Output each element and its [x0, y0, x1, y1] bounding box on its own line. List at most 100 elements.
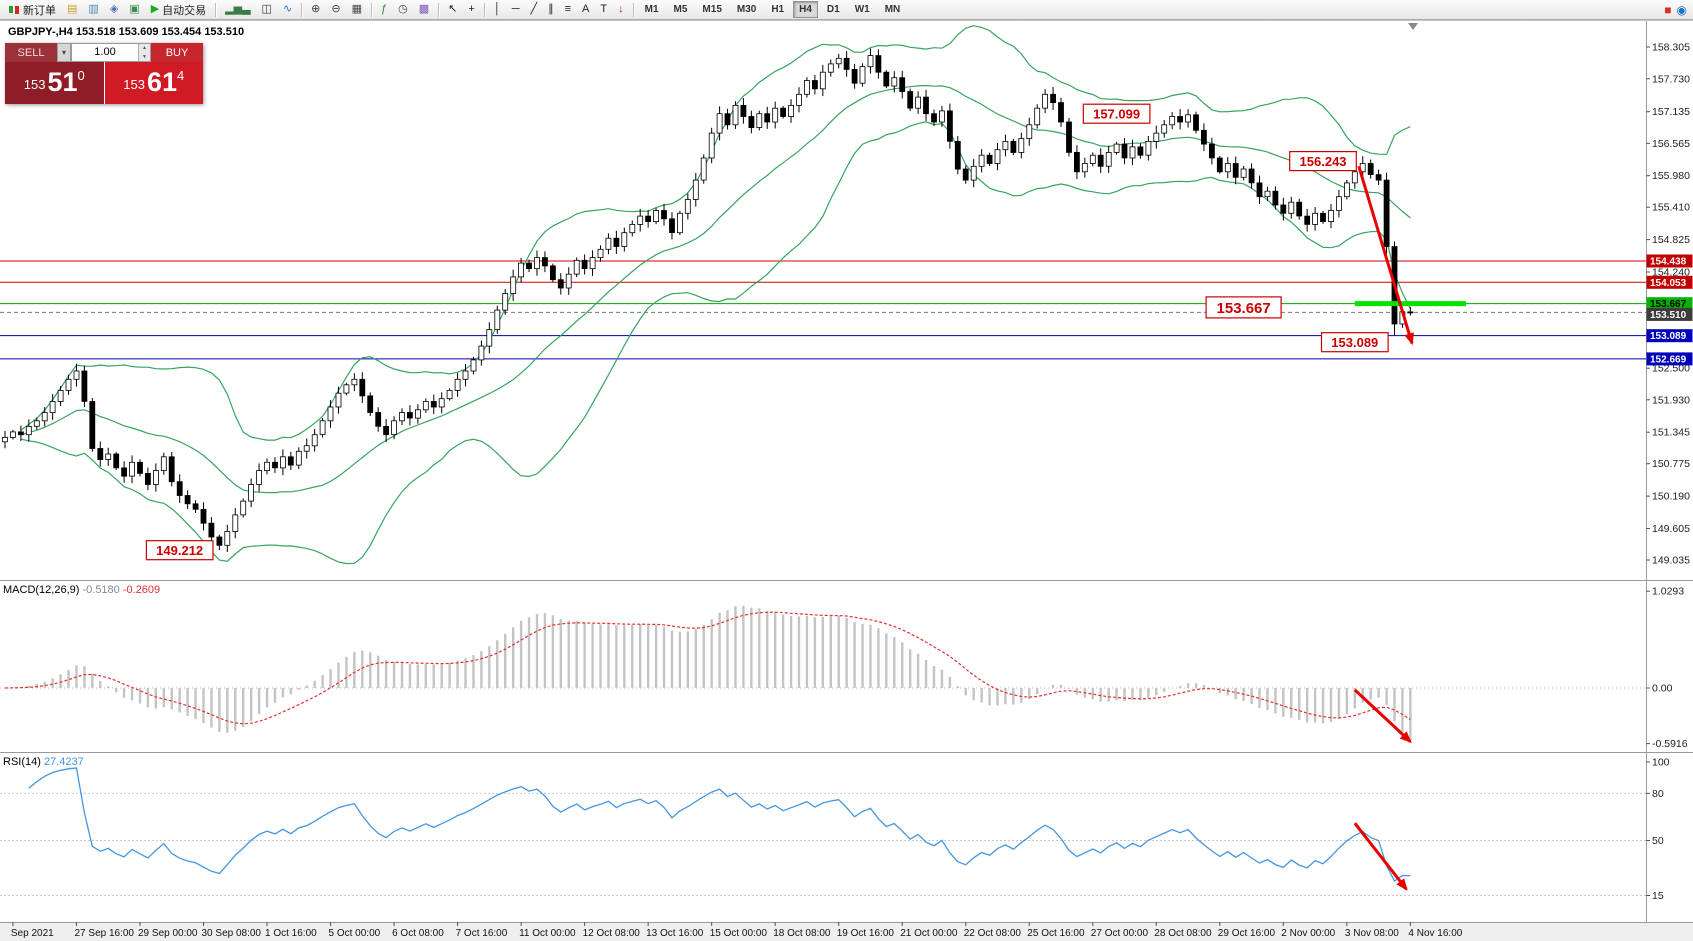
svg-text:149.035: 149.035 [1652, 555, 1690, 567]
buy-price-button[interactable]: 153 61 4 [104, 62, 203, 104]
svg-text:27 Oct 00:00: 27 Oct 00:00 [1091, 928, 1149, 939]
tile-windows-icon: ▦ [351, 3, 363, 15]
chart-background [0, 20, 1693, 941]
timeframe-button-d1[interactable]: D1 [826, 4, 840, 15]
sell-button[interactable]: SELL [5, 43, 57, 62]
price-annotation-text: 156.243 [1300, 154, 1347, 169]
rsi-line [28, 767, 1411, 882]
timeframe-button-m1[interactable]: M1 [644, 4, 659, 15]
zoom-in-icon: ⊕ [311, 3, 321, 15]
market-watch-button[interactable]: ▤ [62, 0, 82, 19]
svg-text:29 Sep 00:00: 29 Sep 00:00 [138, 928, 198, 939]
zoom-in-button[interactable]: ⊕ [306, 0, 325, 19]
trend-arrow-rsi[interactable] [1353, 822, 1408, 891]
crosshair-icon: + [468, 3, 475, 15]
navigator-button[interactable]: ◈ [105, 0, 123, 19]
price-axis[interactable]: 158.305 157.730 157.135 156.565 155.980 155.4… [1646, 42, 1693, 903]
svg-text:80: 80 [1652, 788, 1664, 800]
svg-text:15: 15 [1652, 890, 1664, 902]
price-annotation-box[interactable] [1320, 332, 1389, 353]
market-watch-icon: ▤ [67, 3, 78, 15]
timeframe-button-h4[interactable]: H4 [793, 1, 818, 18]
toolbar-separator [483, 2, 485, 17]
shift-marker-icon[interactable] [1408, 23, 1418, 30]
svg-text:12 Oct 08:00: 12 Oct 08:00 [583, 928, 641, 939]
volume-increase-button[interactable]: ▲ [139, 44, 150, 53]
autotrade-button[interactable]: ▶ 自动交易 [146, 0, 211, 19]
bollinger-upper-band [20, 25, 1411, 441]
svg-text:151.930: 151.930 [1652, 394, 1690, 406]
buy-button[interactable]: BUY [151, 43, 203, 62]
terminal-icon: ▣ [129, 3, 140, 15]
periods-button[interactable]: ◷ [393, 0, 413, 19]
svg-text:155.980: 155.980 [1652, 170, 1690, 182]
price-annotation-box[interactable] [1205, 296, 1282, 319]
toolbar-separator [215, 2, 217, 17]
svg-text:3 Nov 08:00: 3 Nov 08:00 [1345, 928, 1399, 939]
text-label-button[interactable]: T [595, 0, 612, 19]
vertical-line-button[interactable]: │ [489, 0, 506, 19]
autotrade-button-label: 自动交易 [162, 4, 207, 17]
svg-text:-0.5916: -0.5916 [1652, 738, 1688, 750]
templates-icon: ▩ [418, 3, 430, 15]
fibonacci-icon: ≡ [564, 3, 572, 15]
volume-dropdown-button[interactable]: ▾ [57, 43, 71, 62]
rsi-label: RSI(14) 27.4237 [3, 756, 84, 768]
indicators-button[interactable]: ƒ [376, 0, 392, 19]
community-icon[interactable]: ◉ [1676, 2, 1687, 17]
templates-button[interactable]: ▩ [414, 0, 434, 19]
price-annotation-box[interactable] [145, 540, 214, 561]
channel-button[interactable]: ∥ [543, 0, 559, 19]
text-button[interactable]: A [577, 0, 594, 19]
timeframe-button-mn[interactable]: MN [884, 4, 901, 15]
trend-arrow-macd[interactable] [1353, 688, 1412, 743]
axis-price-marker [1646, 275, 1693, 289]
price-annotation-box[interactable] [1082, 103, 1151, 124]
bar-chart-button[interactable]: ▂▅▃ [220, 0, 255, 19]
svg-text:153.089: 153.089 [1650, 331, 1687, 342]
timeframe-button-m15[interactable]: M15 [702, 4, 722, 15]
new-order-button[interactable]: 新订单 [3, 0, 61, 19]
svg-text:152.669: 152.669 [1650, 354, 1687, 365]
main-panel[interactable] [0, 23, 1646, 565]
svg-text:153.667: 153.667 [1650, 299, 1687, 310]
fibonacci-button[interactable]: ≡ [560, 0, 576, 19]
trend-arrow-main[interactable] [1357, 165, 1414, 346]
one-click-trade-panel: SELL ▾ 1.00 ▲ ▼ BUY 153 51 0 153 61 4 [5, 43, 203, 104]
trendline-button[interactable]: ╱ [525, 0, 542, 19]
volume-field[interactable]: 1.00 ▲ ▼ [71, 43, 151, 62]
crosshair-button[interactable]: + [463, 0, 479, 19]
time-axis[interactable]: Sep 2021 27 Sep 16:00 29 Sep 00:00 30 Sep 0… [11, 922, 1463, 939]
svg-text:1 Oct 16:00: 1 Oct 16:00 [265, 928, 317, 939]
sell-price-figure: 153 [23, 77, 46, 92]
svg-text:154.825: 154.825 [1652, 234, 1690, 246]
macd-panel[interactable]: MACD(12,26,9) -0.5180 -0.2609 [0, 584, 1646, 740]
line-chart-button[interactable]: ∿ [278, 0, 297, 19]
arrows-button[interactable]: ↓ [613, 0, 629, 19]
timeframe-button-m5[interactable]: M5 [673, 4, 688, 15]
timeframe-button-m30[interactable]: M30 [736, 4, 757, 15]
toolbar-separator [371, 2, 373, 17]
volume-decrease-button[interactable]: ▼ [139, 52, 150, 61]
toolbar: 新订单 ▤ ▥ ◈ ▣ ▶ 自动交易 ▂▅▃ ◫ ∿ ⊕ ⊖ ▦ ƒ ◷ ▩ ↖ + │ ─ ╱ ∥ ≡ A T ↓ M1 M5 M15… [0, 0, 1693, 20]
rsi-panel[interactable]: RSI(14) 27.4237 [0, 756, 1646, 896]
candlestick-chart-button[interactable]: ◫ [257, 0, 277, 19]
tile-windows-button[interactable]: ▦ [347, 0, 367, 19]
timeframe-button-w1[interactable]: W1 [854, 4, 870, 15]
record-icon[interactable]: ■ [1664, 2, 1672, 17]
horizontal-line-button[interactable]: ─ [507, 0, 525, 19]
timeframe-button-h1[interactable]: H1 [771, 4, 785, 15]
svg-text:100: 100 [1652, 757, 1670, 769]
terminal-button[interactable]: ▣ [124, 0, 144, 19]
text-icon: A [582, 3, 590, 15]
zoom-out-button[interactable]: ⊖ [326, 0, 345, 19]
volume-value[interactable]: 1.00 [94, 46, 116, 58]
data-window-icon: ▥ [88, 3, 99, 15]
cursor-button[interactable]: ↖ [443, 0, 462, 19]
svg-text:5 Oct 00:00: 5 Oct 00:00 [329, 928, 381, 939]
svg-text:29 Oct 16:00: 29 Oct 16:00 [1218, 928, 1276, 939]
price-annotation-box[interactable] [1289, 151, 1357, 172]
data-window-button[interactable]: ▥ [83, 0, 103, 19]
sell-price-button[interactable]: 153 51 0 [5, 62, 104, 104]
